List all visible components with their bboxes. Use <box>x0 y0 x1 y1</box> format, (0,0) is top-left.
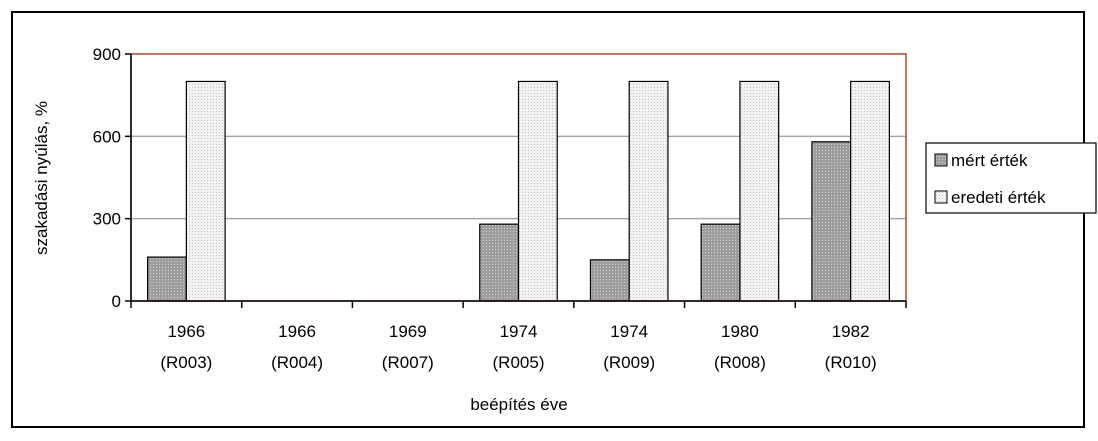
legend: mért érték eredeti érték <box>925 142 1097 214</box>
legend-label-original: eredeti érték <box>951 188 1046 207</box>
x-tick-label-year: 1966 <box>278 322 316 341</box>
bar-original <box>517 80 558 302</box>
bar-original <box>628 80 669 302</box>
x-axis-title: beépítés éve <box>470 395 567 414</box>
x-tick-label-code: (R010) <box>825 353 877 372</box>
y-axis-title: szakadási nyúlás, % <box>32 101 51 255</box>
x-tick-label-year: 1982 <box>832 322 870 341</box>
x-tick-label-year: 1966 <box>167 322 205 341</box>
bar-measured <box>811 141 852 302</box>
chart-frame <box>11 11 1085 428</box>
y-axis-ticks: 0 300 600 900 <box>93 45 131 311</box>
x-tick-label-year: 1974 <box>500 322 538 341</box>
x-tick-label-code: (R003) <box>160 353 212 372</box>
y-tick-label: 300 <box>93 210 121 229</box>
legend-box <box>925 142 1097 214</box>
x-tick-label-code: (R005) <box>493 353 545 372</box>
x-tick-label-year: 1969 <box>389 322 427 341</box>
bar-original <box>739 80 780 302</box>
bar-original <box>850 80 890 302</box>
bar-original <box>185 80 226 302</box>
bar-measured <box>479 223 520 302</box>
x-axis-ticks: 1966 (R003) 1966 (R004) 1969 (R007) 1974 (R005)… <box>130 301 907 372</box>
legend-swatch-measured <box>934 153 948 167</box>
bar-measured <box>700 223 741 302</box>
x-tick-label-code: (R004) <box>271 353 323 372</box>
y-tick-label: 900 <box>93 45 121 64</box>
bar-measured <box>589 259 630 302</box>
bars <box>147 80 890 302</box>
x-tick-label-year: 1980 <box>721 322 759 341</box>
y-tick-label: 0 <box>112 292 121 311</box>
x-tick-label-code: (R009) <box>603 353 655 372</box>
x-tick-label-code: (R008) <box>714 353 766 372</box>
x-tick-label-year: 1974 <box>610 322 648 341</box>
x-tick-label-code: (R007) <box>382 353 434 372</box>
bar-measured <box>147 256 187 302</box>
legend-label-measured: mért érték <box>951 151 1028 170</box>
legend-swatch-original <box>934 190 948 204</box>
y-tick-label: 600 <box>93 127 121 146</box>
